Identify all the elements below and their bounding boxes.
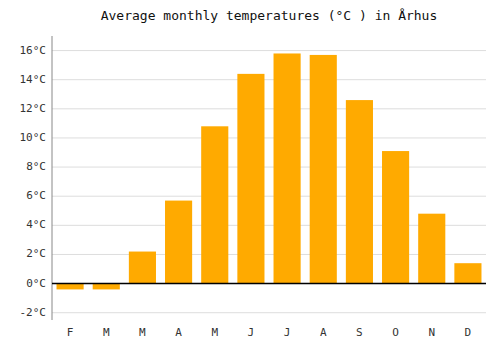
x-tick-label: S [356,326,363,339]
grid-line [52,108,486,109]
bar [310,55,337,284]
bar [201,126,228,283]
x-tick-label: M [211,326,218,339]
grid-line [52,79,486,80]
y-tick-label: -2°C [20,306,47,319]
bar [237,74,264,284]
bar [129,252,156,284]
bar [346,100,373,284]
grid-line [52,196,486,197]
x-tick-label: O [392,326,399,339]
y-tick-labels: -2°C 0°C 2°C 4°C 6°C 8°C 10°C 12°C 14°C 16°C [20,44,47,319]
bar [382,151,409,284]
grid-line [52,312,486,313]
bar [57,284,84,290]
chart-title: Average monthly temperatures (°C ) in År… [101,8,438,23]
bar [274,53,301,283]
y-tick-label: 12°C [20,102,47,115]
bar [454,263,481,283]
y-tick-label: 0°C [26,277,46,290]
zero-line [52,283,486,285]
x-tick-label: M [103,326,110,339]
bar [165,201,192,284]
bar [93,284,120,290]
y-tick-label: 16°C [20,44,47,57]
x-tick-label: D [465,326,472,339]
x-tick-label: J [248,326,255,339]
x-tick-labels: FMMAMJJASOND [67,326,471,339]
grid-line [52,283,486,284]
x-tick-label: J [284,326,291,339]
y-tick-label: 10°C [20,131,47,144]
bars [57,53,482,289]
x-tick-label: A [320,326,327,339]
grid-line [52,50,486,51]
y-tick-label: 4°C [26,218,46,231]
x-tick-label: A [175,326,182,339]
x-tick-label: F [67,326,74,339]
grid-line [52,167,486,168]
bar [418,214,445,284]
x-tick-label: N [428,326,435,339]
y-tick-label: 2°C [26,247,46,260]
grid [52,51,486,313]
y-tick-label: 8°C [26,160,46,173]
y-tick-label: 6°C [26,189,46,202]
y-tick-label: 14°C [20,73,47,86]
x-tick-label: M [139,326,146,339]
chart-svg: -2°C 0°C 2°C 4°C 6°C 8°C 10°C 12°C 14°C 16°C F M M A M… [0,0,500,350]
chart-container: -2°C 0°C 2°C 4°C 6°C 8°C 10°C 12°C 14°C 16°C F M M A M… [0,0,500,350]
grid-line [52,137,486,138]
y-axis-line [52,36,53,320]
